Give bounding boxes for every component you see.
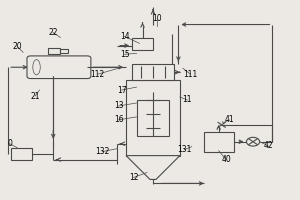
Bar [204,132,234,152]
Bar [132,38,153,50]
Text: 132: 132 [95,147,109,156]
Bar [126,80,180,156]
Bar [11,148,32,160]
Text: 131: 131 [177,145,191,154]
Text: 0: 0 [7,139,12,148]
Bar [60,49,68,53]
Text: 12: 12 [129,173,138,182]
Text: 14: 14 [120,32,129,41]
Polygon shape [126,156,180,179]
Text: 41: 41 [224,115,234,124]
Text: 11: 11 [183,95,192,104]
Text: 20: 20 [12,42,22,51]
Text: 112: 112 [91,70,105,79]
Text: 17: 17 [117,86,126,95]
Ellipse shape [33,60,40,75]
Text: 13: 13 [114,101,124,110]
Circle shape [247,137,260,146]
Text: 21: 21 [30,92,40,101]
Text: 40: 40 [221,155,231,164]
Bar [132,64,174,80]
Bar [136,100,169,136]
FancyBboxPatch shape [27,56,91,79]
Text: 16: 16 [114,115,124,124]
Text: 22: 22 [48,28,58,37]
Text: 111: 111 [183,70,197,79]
Text: 42: 42 [263,141,273,150]
Text: 10: 10 [153,14,162,23]
Text: 15: 15 [120,50,129,59]
Bar [49,48,60,54]
